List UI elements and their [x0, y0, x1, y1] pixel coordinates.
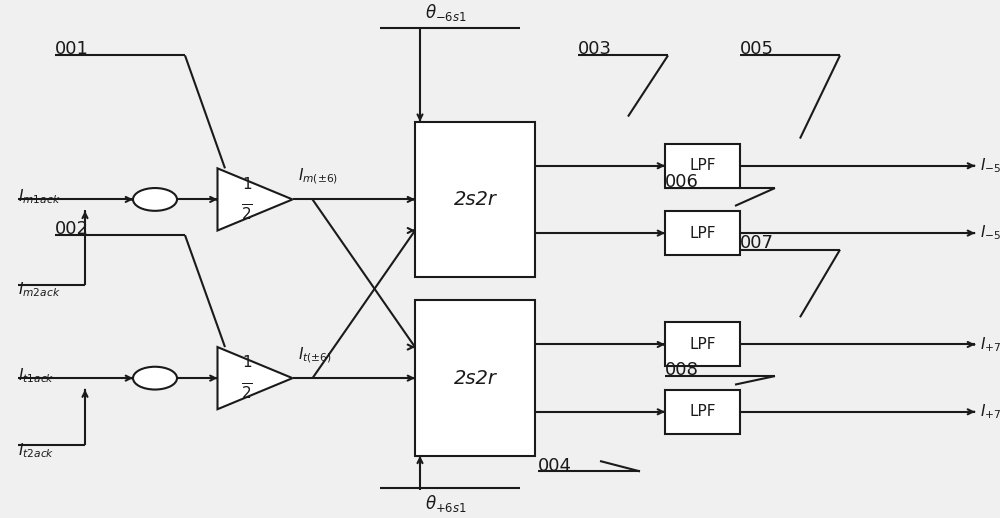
Bar [665, 211, 740, 255]
Text: 004: 004 [538, 457, 572, 475]
Bar [665, 390, 740, 434]
Text: $I_{+7tack}$: $I_{+7tack}$ [980, 402, 1000, 421]
Text: 008: 008 [665, 362, 699, 379]
Text: LPF: LPF [689, 226, 716, 240]
Circle shape [133, 188, 177, 211]
Text: 003: 003 [578, 40, 612, 58]
Text: 007: 007 [740, 235, 774, 252]
Text: $1$: $1$ [242, 354, 252, 370]
Text: $I_{m1ack}$: $I_{m1ack}$ [18, 188, 61, 206]
Bar [415, 300, 535, 456]
Text: $I_{m(\pm6)}$: $I_{m(\pm6)}$ [298, 167, 338, 186]
Text: LPF: LPF [689, 337, 716, 352]
Text: $1$: $1$ [242, 176, 252, 192]
Text: LPF: LPF [689, 405, 716, 419]
Polygon shape [218, 168, 292, 231]
Polygon shape [218, 347, 292, 409]
Text: $I_{m2ack}$: $I_{m2ack}$ [18, 281, 61, 299]
Text: $\theta_{-6s1}$: $\theta_{-6s1}$ [425, 2, 467, 23]
Text: 002: 002 [55, 220, 89, 238]
Text: $I_{-5tack}$: $I_{-5tack}$ [980, 224, 1000, 242]
Bar [665, 322, 740, 367]
Text: $\overline{2}$: $\overline{2}$ [241, 204, 253, 224]
Text: $\overline{2}$: $\overline{2}$ [241, 382, 253, 402]
Text: $I_{+7mack}$: $I_{+7mack}$ [980, 335, 1000, 354]
Text: 006: 006 [665, 174, 699, 191]
Text: 005: 005 [740, 40, 774, 58]
Text: 2s2r: 2s2r [454, 369, 496, 387]
Circle shape [133, 367, 177, 390]
Text: 001: 001 [55, 40, 89, 58]
Text: $I_{-5mack}$: $I_{-5mack}$ [980, 156, 1000, 175]
Text: $I_{t(\pm6)}$: $I_{t(\pm6)}$ [298, 346, 331, 365]
Bar [415, 122, 535, 277]
Text: 2s2r: 2s2r [454, 190, 496, 209]
Text: $I_{t2ack}$: $I_{t2ack}$ [18, 441, 54, 460]
Bar [665, 144, 740, 188]
Text: $I_{t1ack}$: $I_{t1ack}$ [18, 366, 54, 385]
Text: $\theta_{+6s1}$: $\theta_{+6s1}$ [425, 493, 467, 514]
Text: LPF: LPF [689, 159, 716, 173]
